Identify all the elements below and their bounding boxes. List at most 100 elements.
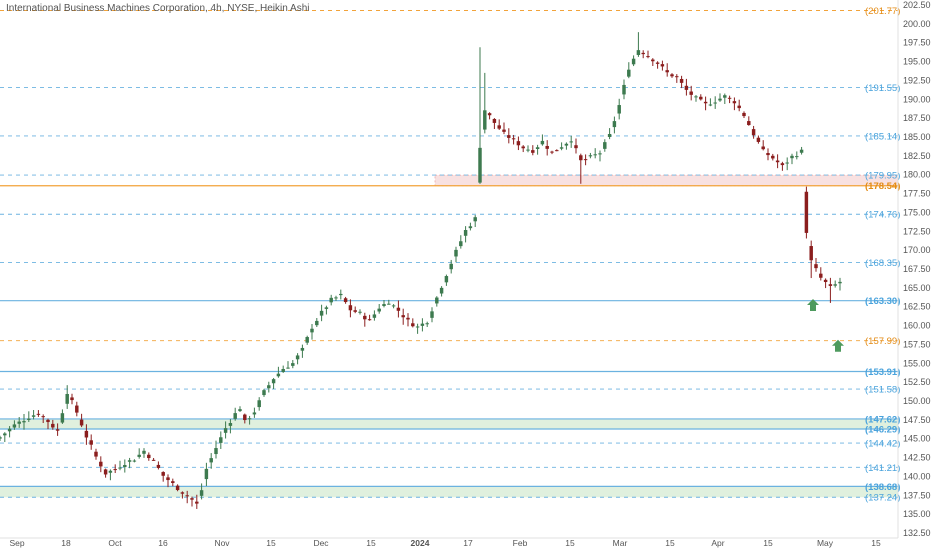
candle [223, 421, 228, 439]
candle-body [339, 293, 343, 296]
candle-body [41, 416, 45, 418]
candle-body [497, 125, 501, 129]
y-tick-label: 165.00 [903, 283, 931, 293]
candle-body [118, 467, 122, 469]
x-tick-label: Feb [513, 538, 528, 548]
candle-body [353, 310, 357, 312]
candle [444, 274, 449, 286]
candle-body [252, 412, 257, 415]
candle-body [127, 460, 132, 462]
x-tick-label: 15 [871, 538, 881, 548]
candle [94, 448, 98, 460]
candle [151, 457, 156, 461]
candle [262, 388, 266, 397]
candle [204, 462, 209, 487]
candle-body [723, 95, 727, 98]
candle-body [315, 320, 319, 326]
candle-body [507, 135, 511, 138]
candle-body [17, 421, 21, 424]
candle [79, 413, 84, 428]
y-tick-label: 195.00 [903, 57, 931, 67]
candle [742, 111, 746, 119]
y-tick-label: 175.00 [903, 207, 931, 217]
y-tick-label: 167.50 [903, 264, 931, 274]
candle-body [0, 437, 2, 439]
chart-title: International Business Machines Corporat… [6, 3, 310, 14]
candle-body [425, 323, 429, 325]
y-tick-label: 172.50 [903, 226, 931, 236]
candle [291, 360, 295, 369]
candle-body [103, 469, 108, 475]
candles-layer [0, 32, 842, 509]
candle [521, 145, 525, 153]
candle [823, 278, 828, 289]
x-tick-label: 15 [366, 538, 376, 548]
candle-body [267, 385, 271, 389]
candle [631, 55, 636, 67]
candle-body [675, 76, 679, 78]
candle-body [583, 159, 588, 161]
candle [665, 63, 669, 77]
candle-body [281, 368, 285, 372]
candle [425, 321, 429, 327]
x-tick-label: Oct [108, 538, 122, 548]
candle-body [70, 397, 74, 401]
zones-layer [0, 174, 899, 498]
candle-body [319, 310, 324, 316]
candle [156, 461, 161, 470]
candle [511, 134, 516, 145]
candle [641, 50, 645, 59]
candle [84, 424, 89, 445]
candle [406, 313, 410, 327]
candle [795, 151, 799, 160]
candle-body [147, 454, 151, 459]
level-label-13: (141.21) [865, 463, 900, 474]
candle [579, 153, 583, 184]
candle-body [540, 140, 545, 145]
candle-body [483, 110, 487, 130]
candle [415, 323, 420, 334]
candle [363, 312, 367, 327]
candle [99, 456, 103, 473]
candle-body [406, 317, 410, 320]
x-tick-label: May [817, 538, 834, 548]
candle-body [756, 137, 761, 142]
candle-body [819, 273, 823, 278]
candle [833, 280, 837, 288]
candle [324, 305, 329, 315]
candle [329, 294, 333, 306]
candle-body [555, 150, 559, 152]
candle [435, 296, 439, 307]
candle [372, 310, 377, 321]
candle [766, 148, 770, 161]
candle-body [185, 495, 189, 497]
y-axis[interactable]: 202.50 200.00 197.50 195.00 192.50 190.00 187.… [897, 0, 931, 538]
candle [478, 47, 482, 184]
candle [607, 128, 612, 140]
candle [473, 215, 477, 227]
candle [411, 318, 415, 328]
candle-body [276, 373, 281, 377]
candle [65, 385, 69, 409]
candle-body [46, 419, 50, 423]
candle-body [828, 284, 833, 286]
candle-body [799, 149, 804, 153]
candle-body [137, 454, 141, 457]
candle-body [271, 379, 276, 384]
candle-body [166, 477, 170, 481]
candle-body [804, 191, 809, 233]
candle [612, 116, 617, 134]
x-axis[interactable]: Sep 18 Oct 16 Nov 15 Dec 15 2024 17 Feb 15 Mar 15 Apr 1… [0, 537, 898, 548]
candle [684, 78, 689, 96]
candle-body [823, 279, 828, 283]
candle-body [703, 101, 708, 104]
candle [790, 153, 794, 165]
candle-body [51, 423, 55, 428]
y-tick-label: 170.00 [903, 245, 931, 255]
candle [636, 32, 641, 57]
candle-body [732, 101, 737, 104]
level-label-7: (157.99) [865, 336, 900, 347]
candle [315, 317, 319, 328]
